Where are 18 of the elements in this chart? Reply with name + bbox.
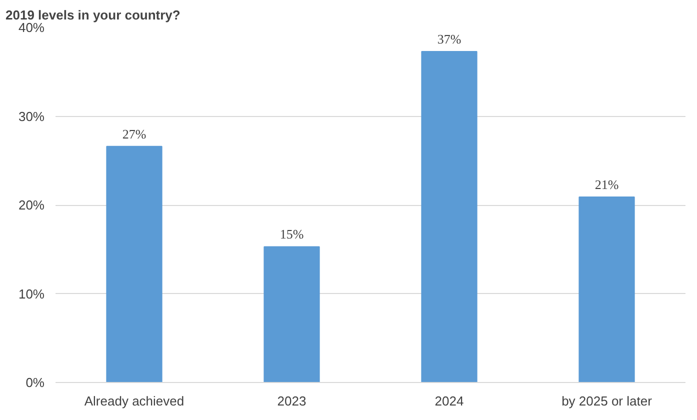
y-tick-label: 30% (18, 108, 45, 124)
data-label: 21% (594, 177, 619, 192)
x-tick-label: Already achieved (84, 394, 184, 408)
y-tick-label: 0% (26, 375, 45, 390)
data-label: 27% (122, 126, 146, 142)
bar (421, 50, 478, 382)
x-tick-label: 2023 (277, 394, 306, 408)
y-tick-label: 20% (18, 198, 45, 212)
chart-title: 2019 levels in your country? (6, 8, 180, 22)
data-label: 37% (437, 31, 462, 46)
bar (264, 246, 320, 382)
x-tick-label: 2024 (434, 394, 464, 408)
y-tick-label: 40% (18, 20, 45, 35)
bar (578, 196, 635, 382)
x-tick-label: by 2025 or later (562, 394, 653, 408)
bar (106, 146, 162, 382)
y-tick-label: 10% (18, 286, 45, 302)
data-label: 15% (280, 226, 304, 242)
